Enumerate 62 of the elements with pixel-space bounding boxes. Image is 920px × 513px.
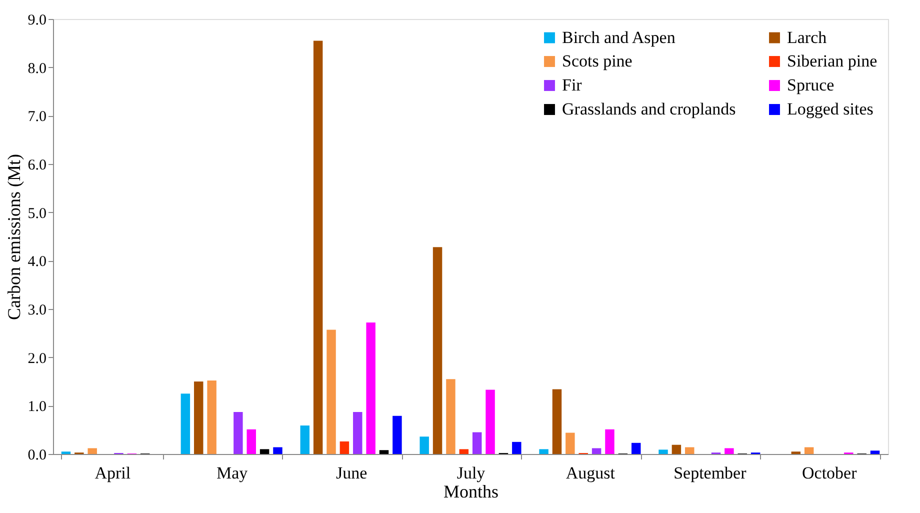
y-tick-label: 4.0	[28, 254, 46, 270]
x-tick-label: July	[456, 464, 486, 482]
bar	[432, 247, 442, 454]
legend-label: Siberian pine	[787, 52, 878, 70]
x-tick-label: October	[802, 464, 858, 482]
bar	[207, 380, 216, 454]
bar	[326, 330, 336, 454]
legend-label: Larch	[787, 28, 828, 47]
x-tick-label: August	[566, 464, 616, 482]
legend-label: Spruce	[787, 76, 834, 94]
legend-label: Birch and Aspen	[562, 28, 676, 47]
bar	[658, 450, 668, 454]
bar	[234, 412, 243, 454]
bar	[313, 40, 323, 454]
y-tick-label: 8.0	[28, 60, 46, 77]
bar	[300, 425, 310, 454]
bar	[353, 412, 362, 454]
bar	[459, 449, 469, 454]
bar	[340, 441, 350, 454]
bar	[366, 322, 376, 454]
bar	[804, 447, 814, 454]
y-tick-label: 1.0	[28, 399, 46, 416]
bar	[260, 449, 270, 454]
bar	[605, 429, 614, 454]
bar	[592, 448, 602, 454]
y-tick-label: 5.0	[28, 206, 46, 222]
bar	[486, 390, 495, 454]
x-tick-label: June	[336, 464, 368, 482]
y-tick-label: 9.0	[28, 12, 46, 28]
legend-label: Logged sites	[787, 100, 874, 118]
x-axis-title: Months	[443, 482, 499, 502]
legend-label: Scots pine	[562, 52, 632, 70]
x-tick-label: September	[674, 464, 747, 482]
bar	[539, 449, 548, 454]
y-tick-label: 3.0	[28, 302, 46, 318]
bar	[246, 429, 256, 454]
bar	[685, 447, 694, 454]
bar	[180, 394, 190, 454]
bar	[194, 382, 204, 454]
bar	[392, 416, 402, 454]
bar	[446, 379, 456, 454]
bar	[88, 448, 97, 454]
x-tick-label: April	[94, 464, 131, 482]
bar	[512, 442, 522, 454]
bar	[273, 447, 282, 454]
bar	[379, 450, 389, 454]
bar	[724, 448, 734, 454]
bar	[420, 436, 429, 454]
y-tick-label: 7.0	[28, 109, 46, 126]
bar	[566, 432, 575, 454]
bar	[672, 444, 682, 454]
y-axis-title: Carbon emissions (Mt)	[4, 154, 24, 320]
bar	[870, 450, 880, 454]
x-tick-label: May	[216, 464, 248, 482]
legend-label: Grasslands and croplands	[562, 100, 736, 118]
legend-label: Fir	[562, 76, 582, 94]
bar	[631, 442, 641, 454]
y-tick-label: 2.0	[28, 350, 46, 367]
bar	[552, 389, 562, 454]
bar	[472, 432, 482, 454]
y-tick-label: 0.0	[28, 448, 46, 464]
y-tick-label: 6.0	[28, 158, 46, 174]
